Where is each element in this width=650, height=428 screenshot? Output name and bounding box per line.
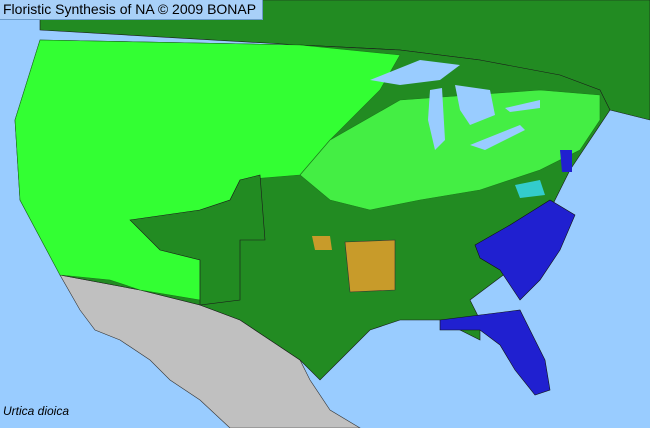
lake-huron [455, 85, 495, 125]
oklahoma-gold-counties [312, 236, 332, 250]
rare-counties [515, 180, 545, 198]
lake-ontario [505, 100, 540, 112]
lake-michigan [428, 88, 445, 150]
lake-erie [470, 125, 525, 150]
florida-region [439, 309, 551, 396]
map-title: Floristic Synthesis of NA © 2009 BONAP [0, 0, 264, 20]
arkansas-region [344, 239, 396, 293]
species-name: Urtica dioica [3, 404, 70, 418]
carolinas-region [474, 199, 576, 301]
lake-superior [370, 60, 460, 85]
rare-counties-va [560, 150, 572, 172]
southwest-dark [129, 174, 266, 306]
